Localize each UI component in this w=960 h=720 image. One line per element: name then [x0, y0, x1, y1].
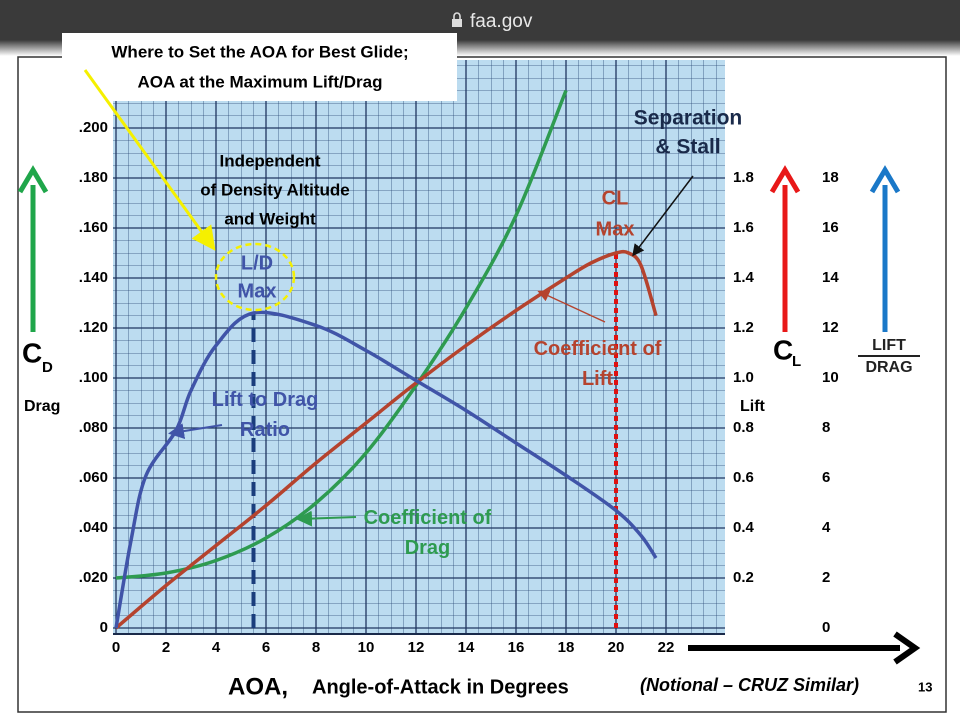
annotation: Max — [596, 218, 635, 240]
y2-tick-label: 0.6 — [733, 469, 754, 486]
url[interactable]: faa.gov — [470, 11, 533, 32]
x-tick-label: 10 — [358, 639, 375, 656]
x-tick-label: 22 — [658, 639, 675, 656]
x-tick-label: 2 — [162, 639, 170, 656]
y-tick-label: .020 — [79, 569, 108, 586]
cl-scale-box — [725, 160, 805, 634]
annotation: & Stall — [655, 136, 720, 159]
y-tick-label: .040 — [79, 519, 108, 536]
pointer — [168, 423, 223, 440]
y3-tick-label: 6 — [822, 469, 830, 486]
x-tick-label: 0 — [112, 639, 120, 656]
pointer — [537, 290, 606, 323]
y-tick-label: .120 — [79, 319, 108, 336]
annotation: L/D — [241, 252, 273, 274]
y2-tick-label: 1.8 — [733, 169, 754, 186]
y2-tick-label: 1.0 — [733, 369, 754, 386]
y2-axis-symbol: C — [773, 334, 793, 365]
y2-tick-label: 1.6 — [733, 219, 754, 236]
title-line: Where to Set the AOA for Best Glide; — [111, 42, 408, 61]
y-axis-subscript: D — [42, 359, 53, 376]
y-tick-label: .060 — [79, 469, 108, 486]
lock-icon — [452, 12, 462, 27]
y2-tick-label: 1.2 — [733, 319, 754, 336]
note: (Notional – CRUZ Similar) — [640, 675, 859, 695]
y-tick-label: .080 — [79, 419, 108, 436]
x-tick-label: 16 — [508, 639, 525, 656]
y3-axis-label: DRAG — [865, 359, 912, 376]
y-tick-label: .180 — [79, 169, 108, 186]
annotation: of Density Altitude — [200, 180, 350, 199]
series-label: Coefficient of Lift — [533, 338, 662, 390]
y3-tick-label: 4 — [822, 519, 831, 536]
y-tick-label: .200 — [79, 119, 108, 136]
series-line — [114, 249, 658, 630]
series-line — [115, 89, 568, 580]
x-axis-label: Angle-of-Attack in Degrees — [312, 676, 569, 698]
x-tick-label: 6 — [262, 639, 270, 656]
y-axis-word: Drag — [24, 398, 60, 415]
y3-tick-label: 18 — [822, 169, 839, 186]
pointer — [296, 510, 357, 527]
y3-tick-label: 10 — [822, 369, 839, 386]
y-tick-label: .160 — [79, 219, 108, 236]
y-tick-label: .140 — [79, 269, 108, 286]
annotation: Separation — [634, 107, 743, 130]
series-line — [114, 310, 658, 629]
annotation: Independent — [219, 151, 320, 170]
highlight-circle — [214, 242, 296, 312]
y3-tick-label: 12 — [822, 319, 839, 336]
y3-tick-label: 14 — [822, 269, 839, 286]
y-axis-arrows — [17, 165, 921, 665]
x-tick-label: 4 — [212, 639, 221, 656]
series-label: Lift to Drag Ratio — [211, 389, 319, 441]
y2-tick-label: 0.2 — [733, 569, 754, 586]
y2-axis-subscript: L — [792, 353, 801, 370]
x-tick-label: 18 — [558, 639, 575, 656]
x-tick-label: 8 — [312, 639, 320, 656]
y3-axis-label: LIFT — [872, 337, 906, 354]
y-axis-symbol: C — [22, 337, 42, 368]
annotation: CL — [602, 187, 629, 209]
title-line: AOA at the Maximum Lift/Drag — [138, 72, 383, 91]
y3-tick-label: 8 — [822, 419, 830, 436]
slide-number: 13 — [918, 679, 932, 694]
pointer — [83, 69, 216, 251]
x-axis-prefix: AOA, — [228, 673, 288, 700]
y2-tick-label: 0.8 — [733, 419, 754, 436]
y2-axis-word: Lift — [740, 398, 766, 415]
x-tick-label: 14 — [458, 639, 475, 656]
y2-tick-label: 0.4 — [733, 519, 755, 536]
y3-tick-label: 0 — [822, 619, 830, 636]
pointer — [632, 175, 694, 257]
y-tick-label: .100 — [79, 369, 108, 386]
annotation: and Weight — [224, 209, 316, 228]
y2-tick-label: 1.4 — [733, 269, 755, 286]
y3-tick-label: 16 — [822, 219, 839, 236]
title-box — [62, 33, 457, 101]
annotation: Max — [238, 280, 277, 302]
y-tick-label: 0 — [100, 619, 108, 636]
series-label: Coefficient of Drag — [363, 507, 492, 559]
y3-tick-label: 2 — [822, 569, 830, 586]
x-tick-label: 12 — [408, 639, 425, 656]
x-tick-label: 20 — [608, 639, 625, 656]
